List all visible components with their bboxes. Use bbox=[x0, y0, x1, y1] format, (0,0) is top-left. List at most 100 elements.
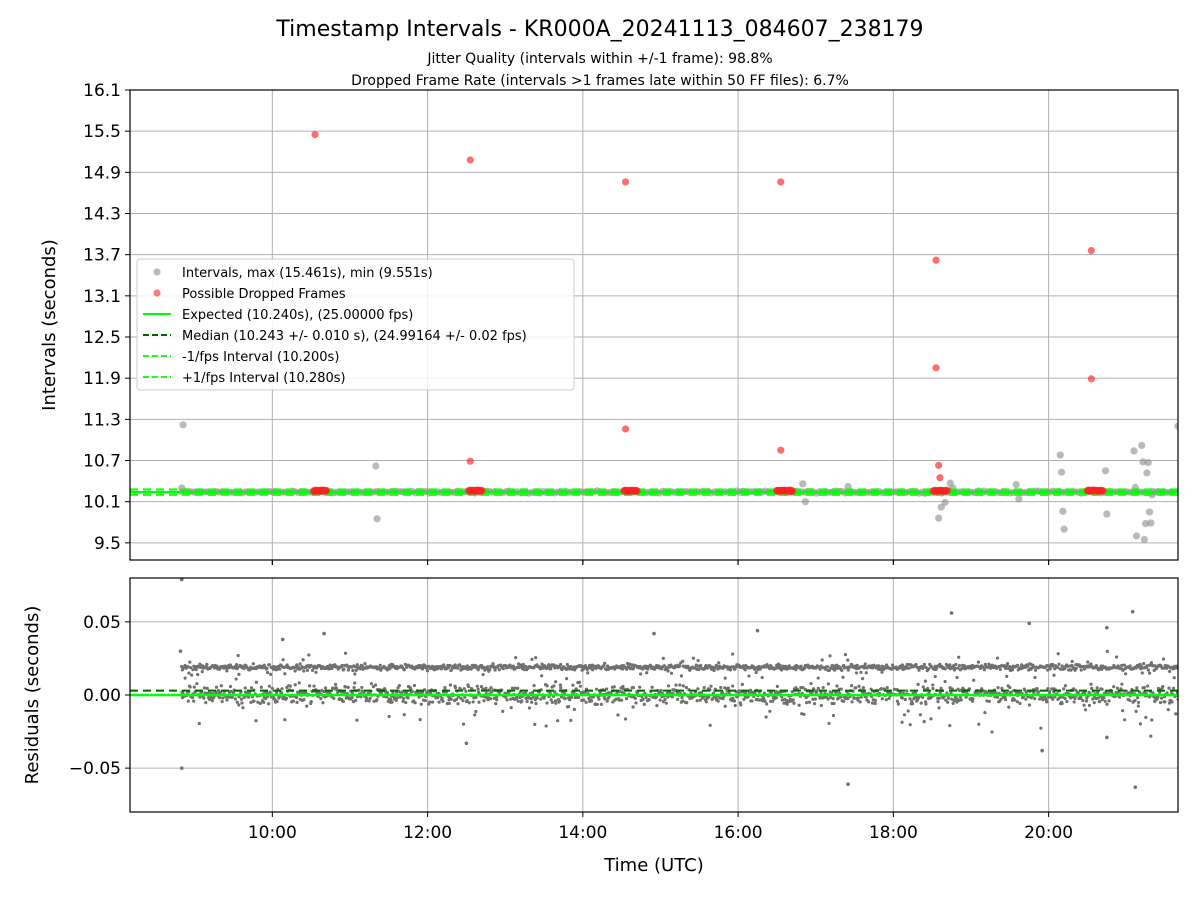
residual-point bbox=[1051, 662, 1055, 667]
residual-point bbox=[902, 713, 907, 717]
residual-point bbox=[972, 678, 976, 682]
residual-point bbox=[1120, 682, 1124, 686]
residual-point bbox=[996, 686, 1000, 690]
residual-point bbox=[768, 709, 772, 713]
residual-point bbox=[242, 666, 246, 670]
residual-point bbox=[547, 663, 551, 667]
dropped-frame-point bbox=[935, 461, 943, 469]
residual-point bbox=[494, 702, 498, 706]
residual-point bbox=[1072, 700, 1076, 704]
residual-point bbox=[291, 699, 296, 703]
residual-point bbox=[861, 686, 865, 690]
residual-point bbox=[267, 663, 271, 667]
residual-point bbox=[587, 696, 591, 700]
residual-point bbox=[880, 670, 884, 674]
residual-point bbox=[684, 685, 688, 690]
residual-point bbox=[846, 696, 850, 701]
residual-point bbox=[855, 663, 859, 667]
residual-point bbox=[669, 671, 674, 675]
residual-point bbox=[747, 674, 751, 678]
interval-outlier-point bbox=[801, 498, 809, 506]
residual-point bbox=[293, 669, 297, 673]
residual-point bbox=[440, 696, 444, 701]
interval-outlier-point bbox=[941, 498, 949, 506]
residual-point bbox=[708, 723, 712, 727]
residual-point bbox=[950, 697, 954, 701]
residual-point bbox=[586, 671, 590, 675]
interval-outlier-point bbox=[1015, 495, 1023, 503]
residual-point bbox=[778, 663, 782, 667]
residual-outlier-point bbox=[846, 782, 850, 787]
residual-point bbox=[192, 685, 196, 689]
residual-point bbox=[1067, 664, 1072, 668]
residual-point bbox=[237, 672, 241, 676]
residual-point bbox=[1149, 734, 1153, 738]
residual-point bbox=[631, 666, 636, 670]
dropped-frame-point bbox=[936, 474, 944, 482]
residual-point bbox=[861, 676, 865, 681]
residual-point bbox=[696, 658, 700, 663]
residual-point bbox=[219, 684, 223, 688]
residuals-ticks: 10:00 12:00 14:00 16:00 18:00 20:00 0.05 0.00 −0… bbox=[69, 560, 1073, 843]
residual-point bbox=[542, 696, 546, 700]
figure-subtitle-jitter: Jitter Quality (intervals within +/-1 fr… bbox=[426, 51, 772, 67]
residual-point bbox=[842, 699, 846, 703]
residual-point bbox=[1083, 690, 1087, 695]
residual-point bbox=[558, 662, 563, 667]
residual-point bbox=[999, 697, 1003, 701]
residual-point bbox=[278, 667, 282, 671]
residual-point bbox=[1138, 662, 1142, 666]
residual-point bbox=[188, 685, 192, 689]
residual-point bbox=[1122, 663, 1126, 667]
residual-point bbox=[905, 662, 909, 667]
residual-point bbox=[259, 685, 263, 689]
residual-point bbox=[243, 690, 248, 694]
residual-point bbox=[425, 669, 430, 673]
residual-point bbox=[505, 698, 509, 702]
residual-point bbox=[828, 654, 832, 658]
residual-point bbox=[1123, 672, 1128, 676]
residual-point bbox=[1142, 686, 1146, 690]
residual-point bbox=[553, 666, 557, 670]
residual-point bbox=[283, 718, 287, 722]
residual-point bbox=[456, 666, 460, 670]
residual-point bbox=[820, 658, 824, 662]
residual-point bbox=[655, 704, 659, 708]
residual-point bbox=[922, 662, 927, 667]
residual-point bbox=[704, 700, 708, 704]
residual-point bbox=[308, 684, 312, 688]
residual-point bbox=[924, 702, 928, 706]
interval-outlier-point bbox=[1145, 508, 1154, 516]
intervals-y-tick-label: 10.7 bbox=[83, 452, 121, 472]
interval-outlier-point bbox=[1059, 507, 1067, 515]
residual-point bbox=[584, 700, 588, 704]
residual-point bbox=[666, 669, 670, 673]
residual-point bbox=[198, 695, 202, 699]
residual-point bbox=[321, 701, 325, 705]
residual-point bbox=[1117, 695, 1122, 699]
residual-point bbox=[922, 720, 926, 724]
residual-point bbox=[197, 721, 201, 726]
residual-point bbox=[275, 667, 279, 672]
residual-point bbox=[900, 720, 904, 724]
residual-point bbox=[1138, 722, 1143, 726]
residual-point bbox=[385, 691, 390, 695]
residual-point bbox=[448, 683, 453, 687]
residual-point bbox=[859, 695, 863, 699]
residual-point bbox=[976, 660, 981, 664]
residual-point bbox=[430, 664, 435, 668]
residual-point bbox=[368, 696, 372, 700]
residual-point bbox=[539, 697, 543, 701]
residual-outlier-point bbox=[1027, 621, 1032, 626]
residual-point bbox=[1158, 690, 1162, 695]
residual-point bbox=[516, 699, 520, 703]
residual-point bbox=[1012, 698, 1017, 702]
dropped-frame-point bbox=[477, 486, 486, 495]
residual-point bbox=[1057, 662, 1061, 666]
residual-point bbox=[810, 691, 814, 695]
residual-point bbox=[685, 701, 689, 705]
residual-point bbox=[854, 671, 859, 675]
residual-point bbox=[1046, 668, 1050, 672]
residual-point bbox=[188, 660, 192, 664]
residual-point bbox=[621, 684, 625, 689]
